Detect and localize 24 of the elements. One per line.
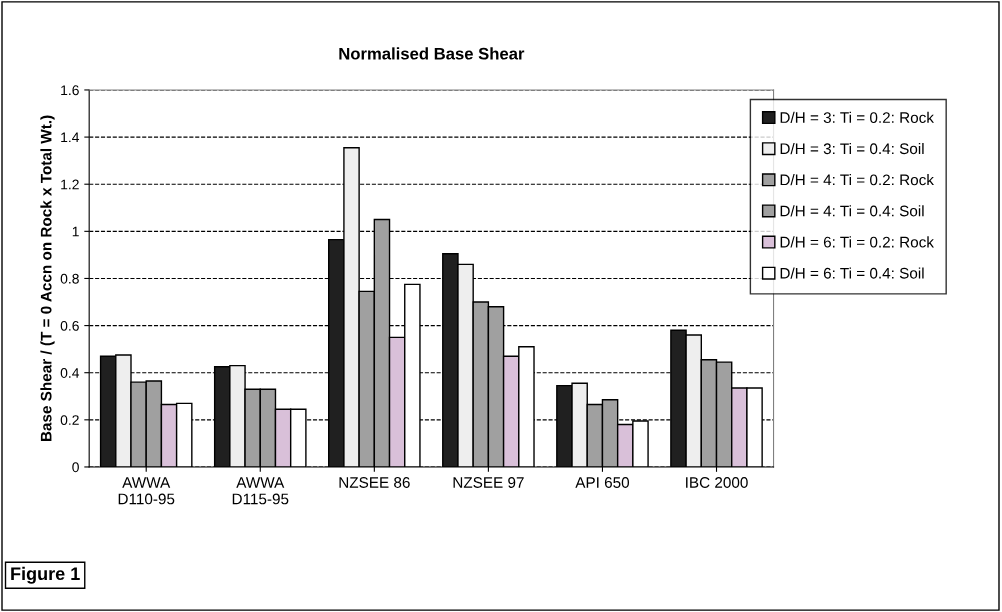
legend-label: D/H = 4: Ti = 0.4: Soil xyxy=(780,205,924,217)
x-tick-label: NZSEE 86 xyxy=(339,477,410,488)
y-tick-label: 1.2 xyxy=(61,179,79,190)
legend-label: D/H = 3: Ti = 0.4: Soil xyxy=(780,142,924,155)
y-tick-label: 0.2 xyxy=(60,415,79,425)
legend-label: D/H = 6: Ti = 0.4: Soil xyxy=(780,267,924,279)
x-tick-label: AWWA D110-95 xyxy=(118,477,175,505)
y-axis-title: Base Shear / (T = 0 Accn on Rock x Total Wt.) xyxy=(40,115,55,442)
x-tick-label: API 650 xyxy=(575,477,630,488)
x-tick-label: AWWA D115-95 xyxy=(232,477,289,505)
y-tick-label: 0.8 xyxy=(60,273,79,284)
legend-label: D/H = 3: Ti = 0.2: Rock xyxy=(780,111,934,124)
x-tick-label: IBC 2000 xyxy=(686,477,748,488)
legend-label: D/H = 6: Ti = 0.2: Rock xyxy=(780,236,934,248)
y-tick-label: 1.4 xyxy=(61,132,80,143)
legend-label: D/H = 4: Ti = 0.2: Rock xyxy=(780,174,934,186)
y-tick-label: 0.6 xyxy=(60,320,79,331)
caption: Figure 1 xyxy=(11,566,80,584)
chart-title: Normalised Base Shear xyxy=(339,47,525,60)
y-tick-label: 1 xyxy=(72,226,79,237)
y-tick-label: 0.4 xyxy=(60,368,80,378)
y-tick-label: 1.6 xyxy=(61,85,79,96)
x-tick-label: NZSEE 97 xyxy=(453,477,524,488)
y-tick-label: 0 xyxy=(72,462,79,473)
